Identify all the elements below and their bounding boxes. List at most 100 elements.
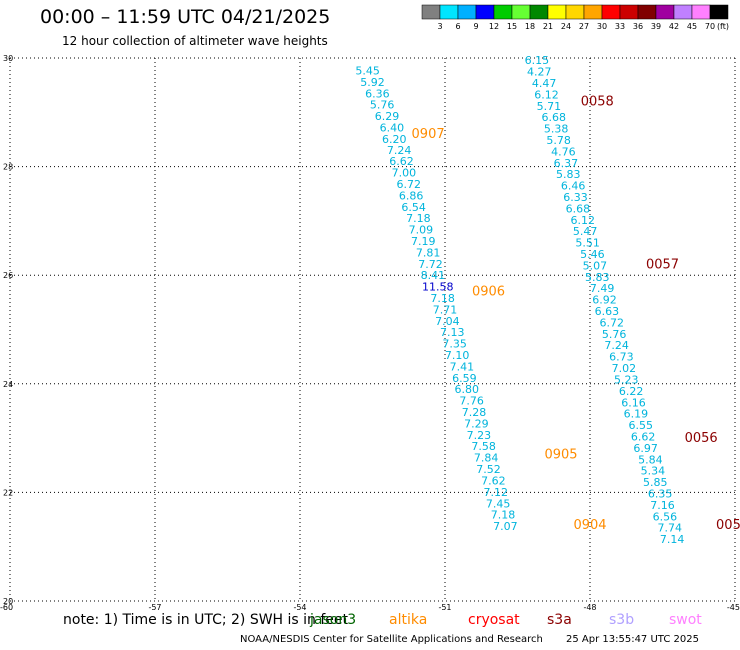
swh-value-label: 6.63 <box>595 305 620 318</box>
swh-value-label: 5.78 <box>546 134 571 147</box>
swh-value-label: 7.29 <box>464 417 489 430</box>
x-tick-label: -54 <box>293 603 306 612</box>
satellite-name-altika: altika <box>389 612 428 628</box>
swh-value-label: 7.18 <box>491 509 516 522</box>
pass-id-label: 0905 <box>544 447 577 462</box>
colorbar-level-label: 9 <box>473 22 478 31</box>
y-tick-label: 28 <box>3 163 13 172</box>
swh-value-label: 7.04 <box>435 315 460 328</box>
axis-ticks: -60 -57 -54 -51 -48 -45 20 22 24 26 28 30 <box>0 54 740 612</box>
swh-value-label: 4.27 <box>527 66 552 79</box>
colorbar-swatch <box>709 4 729 20</box>
swh-value-label: 6.35 <box>648 487 673 500</box>
x-tick-label: -45 <box>727 603 740 612</box>
colorbar-legend: 3 6 9 12 15 18 21 24 27 30 33 36 39 42 45 70 (ft) <box>421 4 729 31</box>
swh-value-label: 7.18 <box>406 212 431 225</box>
colorbar-level-label: 33 <box>615 22 625 31</box>
swh-value-label: 4.76 <box>551 145 576 158</box>
swh-value-label: 7.81 <box>416 246 441 259</box>
swh-value-label: 6.73 <box>609 351 634 364</box>
pass-id-label: 0907 <box>412 127 445 142</box>
swh-value-label: 4.47 <box>532 77 557 90</box>
swh-value-label: 6.12 <box>571 214 596 227</box>
swh-value-label: 5.38 <box>544 123 569 136</box>
colorbar-swatch <box>475 4 495 20</box>
colorbar-swatch <box>601 4 621 20</box>
y-tick-label: 26 <box>3 271 13 280</box>
swh-value-label: 7.76 <box>459 395 484 408</box>
swh-value-label: 6.56 <box>653 510 678 523</box>
swh-value-label: 6.55 <box>629 419 654 432</box>
swh-value-label: 6.68 <box>566 202 591 215</box>
swh-value-label: 6.37 <box>554 157 579 170</box>
colorbar-level-label: 24 <box>561 22 571 31</box>
swh-value-label: 7.07 <box>493 520 518 533</box>
swh-value-label: 6.22 <box>619 385 644 398</box>
swh-value-label: 7.09 <box>409 224 434 237</box>
swh-value-label: 6.16 <box>621 396 646 409</box>
colorbar-swatch <box>619 4 639 20</box>
colorbar-swatch <box>439 4 459 20</box>
pass-id-label: 0055 <box>716 518 740 533</box>
pass-id-label: 0057 <box>646 257 679 272</box>
swh-value-label: 6.29 <box>375 110 400 123</box>
swh-value-label: 5.83 <box>556 168 581 181</box>
swh-value-label: 6.62 <box>389 155 414 168</box>
swh-value-label: 5.76 <box>602 328 627 341</box>
swh-value-label: 7.24 <box>387 144 412 157</box>
colorbar-swatch <box>691 4 711 20</box>
swh-value-label: 7.16 <box>650 499 675 512</box>
swh-value-label: 7.74 <box>658 522 683 535</box>
credit-line: NOAA/NESDIS Center for Satellite Applica… <box>240 634 543 645</box>
satellite-name-swot: swot <box>669 612 702 628</box>
swh-value-label: 7.10 <box>445 349 470 362</box>
colorbar-swatch <box>421 4 441 20</box>
colorbar-level-label: 15 <box>507 22 517 31</box>
swh-value-label: 5.34 <box>641 465 666 478</box>
y-tick-label: 22 <box>3 488 13 497</box>
x-tick-label: -60 <box>0 603 13 612</box>
colorbar-swatch <box>583 4 603 20</box>
swh-value-label: 7.14 <box>660 533 685 546</box>
swh-value-label: 7.02 <box>612 362 637 375</box>
pass-id-label: 0058 <box>581 94 614 109</box>
swh-value-label: 5.83 <box>585 271 610 284</box>
swh-value-label: 6.33 <box>563 191 588 204</box>
swh-value-label: 5.23 <box>614 373 639 386</box>
swh-value-label: 6.80 <box>455 383 480 396</box>
swh-value-label: 5.84 <box>638 453 663 466</box>
swh-value-label: 7.62 <box>481 474 506 487</box>
swh-value-label: 6.46 <box>561 180 586 193</box>
swh-value-label: 6.12 <box>534 88 559 101</box>
swh-value-label: 5.71 <box>537 100 562 113</box>
x-tick-label: -51 <box>438 603 451 612</box>
colorbar-level-label: 27 <box>579 22 589 31</box>
swh-value-label: 7.71 <box>433 303 458 316</box>
swh-value-label: 7.35 <box>442 338 467 351</box>
swh-value-label: 7.19 <box>411 235 436 248</box>
colorbar-swatch <box>655 4 675 20</box>
colorbar-swatch <box>529 4 549 20</box>
colorbar-level-label: 70 <box>705 22 715 31</box>
swh-value-label: 6.86 <box>399 189 424 202</box>
pass-labels: 0907 0906 0905 0904 0058 0057 0056 0055 <box>412 94 740 533</box>
colorbar-swatch <box>565 4 585 20</box>
swh-value-label: 7.13 <box>440 326 465 339</box>
satellite-name-s3a: s3a <box>547 612 572 628</box>
colorbar-swatch <box>493 4 513 20</box>
chart-title: 00:00 – 11:59 UTC 04/21/2025 <box>40 6 331 28</box>
swh-value-label: 5.85 <box>643 476 668 489</box>
colorbar-level-label: 45 <box>687 22 697 31</box>
swh-value-label: 5.51 <box>575 237 600 250</box>
swh-value-label: 7.23 <box>467 429 492 442</box>
swh-value-label: 6.40 <box>380 122 405 135</box>
satellite-name-s3b: s3b <box>609 612 635 628</box>
swh-value-label: 6.72 <box>600 316 625 329</box>
swh-value-label: 6.19 <box>624 408 649 421</box>
colorbar-level-label: 21 <box>543 22 553 31</box>
colorbar-swatch <box>547 4 567 20</box>
data-labels: 5.455.926.365.766.296.406.207.246.627.00… <box>355 54 684 546</box>
colorbar-level-label: 6 <box>455 22 460 31</box>
swh-value-label: 5.07 <box>583 259 608 272</box>
